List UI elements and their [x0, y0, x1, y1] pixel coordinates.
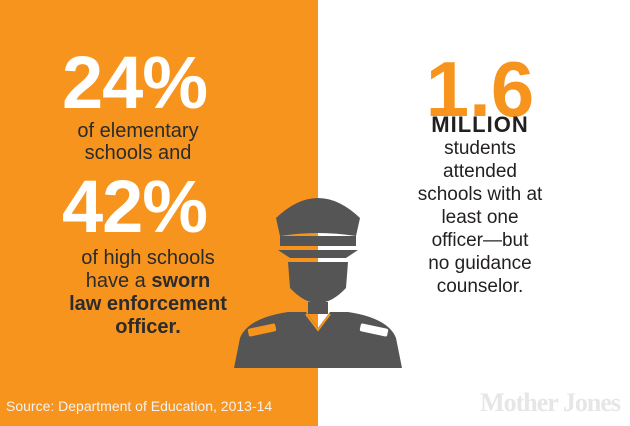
stat3-line4: least one	[441, 207, 519, 228]
stat2-line1: of high schools	[81, 247, 215, 269]
officer-epaulette-left	[247, 323, 277, 337]
stat3-line7: counselor.	[436, 276, 524, 297]
stat2-line2-prefix: have a	[85, 270, 152, 292]
mother-jones-logo: Mother Jones	[480, 388, 621, 417]
stat3-line6: no guidance	[428, 253, 532, 274]
police-officer-icon	[234, 198, 402, 368]
stat3-line2: attended	[443, 161, 517, 182]
stat3-line5: officer—but	[431, 230, 529, 251]
stat3-line3: schools with at	[417, 184, 543, 205]
officer-neck	[308, 302, 328, 314]
officer-face	[288, 262, 348, 303]
stat2-value: 42%	[62, 165, 208, 248]
officer-body	[234, 312, 402, 368]
stat1-line2: schools and	[84, 142, 192, 164]
stat3-line1: students	[444, 138, 516, 159]
officer-visor	[278, 250, 358, 258]
officer-collar	[305, 313, 331, 332]
stat1-line1: of elementary	[77, 120, 199, 142]
stat2-line4-bold: officer.	[115, 316, 181, 338]
stat2-line2-bold: sworn	[151, 270, 211, 292]
stat2-line2: have a sworn	[48, 268, 248, 294]
stat2-line4: officer.	[48, 314, 248, 340]
officer-epaulette-right	[359, 323, 389, 337]
stat3-value: 1.6	[425, 45, 535, 133]
officer-cap	[276, 198, 360, 236]
stat2-line3: law enforcement	[48, 291, 248, 317]
stat2-line3-bold: law enforcement	[69, 293, 227, 315]
source-note: Source: Department of Education, 2013-14	[6, 398, 273, 414]
officer-cap-band	[280, 236, 356, 246]
stat1-value: 24%	[62, 41, 208, 124]
stat3-unit: MILLION	[431, 112, 529, 137]
